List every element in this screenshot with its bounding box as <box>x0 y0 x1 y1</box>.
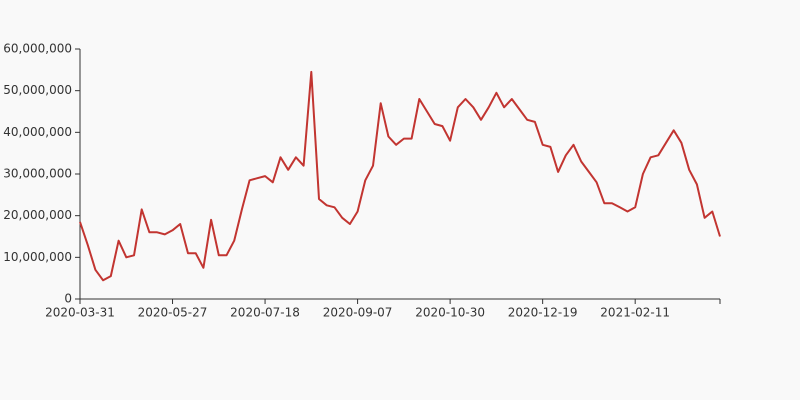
y-tick-label: 20,000,000 <box>3 208 72 222</box>
x-tick-label: 2020-09-07 <box>323 306 393 320</box>
x-tick-label: 2020-07-18 <box>230 306 300 320</box>
line <box>79 70 721 282</box>
y-tick-label: 50,000,000 <box>3 83 72 97</box>
y-tick-label: 0 <box>64 292 72 306</box>
y-tick-label: 60,000,000 <box>3 42 72 56</box>
x-tick-label: 2020-03-31 <box>45 306 115 320</box>
x-tick-label: 2021-02-11 <box>600 306 670 320</box>
x-tick-label: 2020-12-19 <box>508 306 578 320</box>
x-tick-label: 2020-10-30 <box>415 306 485 320</box>
x-tick-label: 2020-05-27 <box>138 306 208 320</box>
y-tick-label: 10,000,000 <box>3 250 72 264</box>
y-tick-label: 30,000,000 <box>3 167 72 181</box>
y-tick-label: 40,000,000 <box>3 125 72 139</box>
